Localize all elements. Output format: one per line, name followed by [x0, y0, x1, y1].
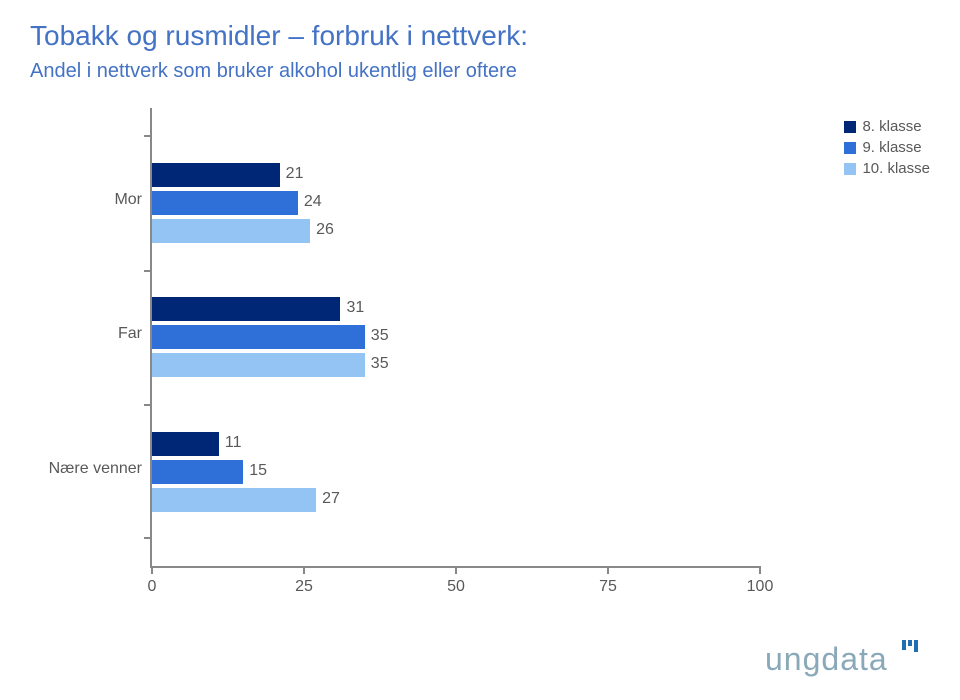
x-tick — [303, 566, 305, 574]
chart-bar: 21 — [152, 163, 280, 187]
legend-item: 8. klasse — [844, 118, 930, 135]
chart-bar: 31 — [152, 297, 340, 321]
chart-bar: 35 — [152, 325, 365, 349]
chart-bar: 15 — [152, 460, 243, 484]
legend-item: 10. klasse — [844, 160, 930, 177]
category-label: Far — [32, 325, 142, 343]
chart-bar: 27 — [152, 488, 316, 512]
bar-value-label: 15 — [249, 462, 267, 480]
chart-bar: 24 — [152, 191, 298, 215]
chart-bar: 35 — [152, 353, 365, 377]
x-tick-label: 25 — [295, 578, 313, 596]
category-label: Nære venner — [32, 460, 142, 478]
page-subtitle: Andel i nettverk som bruker alkohol uken… — [30, 60, 930, 83]
chart-legend: 8. klasse 9. klasse 10. klasse — [844, 118, 930, 181]
bar-value-label: 27 — [322, 490, 340, 508]
x-tick-label: 50 — [447, 578, 465, 596]
bar-value-label: 35 — [371, 327, 389, 345]
header: Tobakk og rusmidler – forbruk i nettverk… — [0, 0, 960, 88]
y-tick — [144, 270, 152, 272]
y-tick — [144, 537, 152, 539]
page-title: Tobakk og rusmidler – forbruk i nettverk… — [30, 20, 930, 52]
bar-value-label: 11 — [225, 434, 242, 452]
y-tick — [144, 135, 152, 137]
legend-label: 8. klasse — [862, 118, 921, 135]
x-tick-label: 0 — [148, 578, 157, 596]
bar-value-label: 35 — [371, 355, 389, 373]
chart-group: Mor212426 — [152, 163, 760, 243]
x-tick — [759, 566, 761, 574]
x-tick-label: 75 — [599, 578, 617, 596]
x-tick — [151, 566, 153, 574]
legend-swatch — [844, 142, 856, 154]
chart-container: Mor212426Far313535Nære venner11152702550… — [30, 108, 930, 608]
chart-plot-area: Mor212426Far313535Nære venner11152702550… — [150, 108, 760, 568]
x-tick — [607, 566, 609, 574]
logo-text: ungdata — [765, 641, 888, 677]
bar-value-label: 24 — [304, 193, 322, 211]
category-label: Mor — [32, 191, 142, 209]
x-tick — [455, 566, 457, 574]
legend-label: 10. klasse — [862, 160, 930, 177]
chart-group: Far313535 — [152, 297, 760, 377]
bar-value-label: 26 — [316, 221, 334, 239]
legend-label: 9. klasse — [862, 139, 921, 156]
legend-item: 9. klasse — [844, 139, 930, 156]
legend-swatch — [844, 121, 856, 133]
y-tick — [144, 404, 152, 406]
chart-group: Nære venner111527 — [152, 432, 760, 512]
bar-value-label: 21 — [286, 165, 304, 183]
chart-bar: 26 — [152, 219, 310, 243]
chart-bar: 11 — [152, 432, 219, 456]
bar-value-label: 31 — [346, 299, 364, 317]
ungdata-logo: ungdata — [765, 640, 935, 685]
x-tick-label: 100 — [747, 578, 774, 596]
legend-swatch — [844, 163, 856, 175]
